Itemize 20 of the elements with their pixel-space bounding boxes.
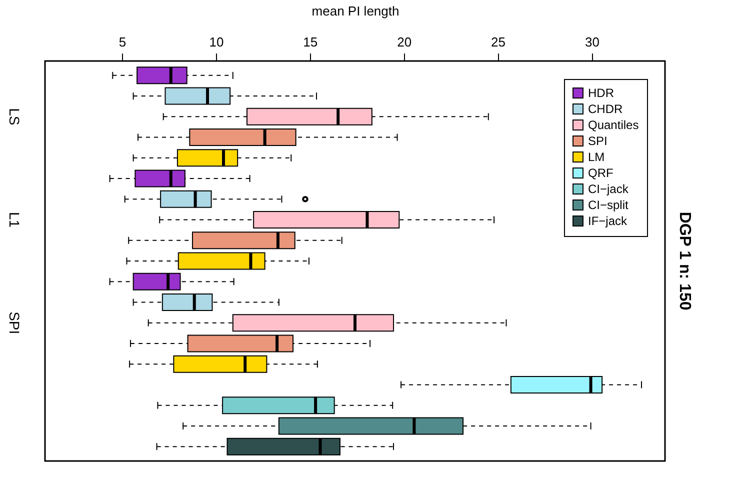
y-tick-label: L1 [6, 212, 22, 228]
legend-label: QRF [588, 166, 614, 180]
text: DGP 1 n: 150 [676, 212, 693, 310]
x-tick-label: 10 [209, 34, 224, 50]
x-axis-title: mean PI length [312, 4, 400, 18]
x-tick-label: 15 [303, 34, 318, 50]
legend-label: IF−jack [588, 214, 628, 228]
y-tick-label: LS [6, 108, 22, 126]
x-tick-label: 30 [584, 34, 600, 50]
legend-label: HDR [588, 86, 614, 100]
x-tick-label: 25 [491, 34, 506, 50]
x-tick-label: 20 [397, 34, 412, 50]
legend-label: LM [588, 150, 605, 164]
x-tick-label: 5 [118, 34, 126, 50]
legend-label: CI−jack [588, 182, 630, 196]
legend-label: CHDR [588, 102, 623, 116]
y-tick-label: SPI [6, 312, 22, 334]
legend-label: CI−split [588, 198, 630, 212]
legend-label: SPI [588, 134, 608, 148]
legend-label: Quantiles [588, 118, 639, 132]
